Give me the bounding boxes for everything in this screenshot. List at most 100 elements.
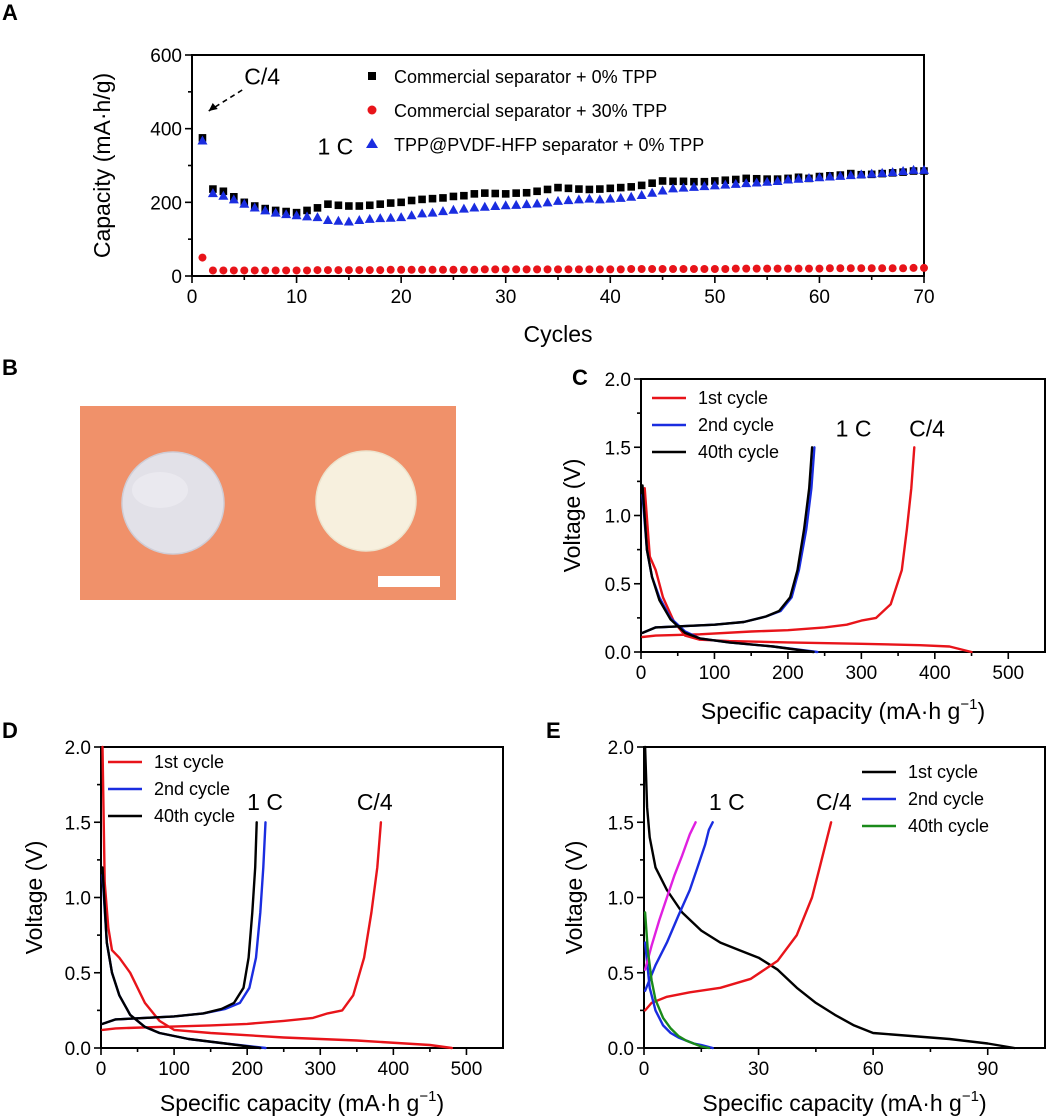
- data-point-triangle: [354, 215, 365, 225]
- data-point-triangle: [396, 212, 407, 222]
- scale-bar: [378, 576, 440, 587]
- data-point-circle: [742, 264, 751, 273]
- data-point-triangle: [908, 164, 919, 174]
- x-tick-label: 0: [187, 287, 198, 308]
- data-point-circle: [920, 263, 928, 272]
- data-point-circle: [355, 266, 364, 275]
- data-point-circle: [888, 264, 897, 273]
- data-point-circle: [292, 266, 301, 275]
- data-point-circle: [240, 266, 249, 275]
- y-tick-label: 1.5: [65, 813, 91, 834]
- y-tick-label: 200: [150, 193, 182, 214]
- data-point-triangle: [573, 194, 584, 204]
- data-point-triangle: [249, 202, 260, 212]
- data-point-triangle: [699, 181, 710, 191]
- data-point-triangle: [898, 166, 909, 176]
- series-1-c-charge: [643, 821, 697, 971]
- data-point-square: [585, 185, 594, 194]
- data-point-square: [470, 190, 479, 198]
- data-point-square: [355, 202, 364, 210]
- x-axis-title-close: ): [979, 1090, 987, 1116]
- y-tick-label: 0.0: [605, 643, 631, 664]
- data-point-triangle: [563, 195, 574, 205]
- data-point-triangle: [657, 185, 668, 195]
- y-tick-label: 2.0: [65, 738, 91, 759]
- data-point-circle: [512, 265, 521, 274]
- panel-letter-d: D: [2, 718, 18, 743]
- data-point-circle: [804, 264, 813, 273]
- x-tick-label: 200: [772, 663, 804, 684]
- legend-label: Commercial separator + 30% TPP: [394, 101, 667, 121]
- data-point-triangle: [542, 197, 553, 207]
- series-1st-cycle: [641, 446, 973, 654]
- legend-label: Commercial separator + 0% TPP: [394, 67, 657, 87]
- legend: 1st cycle 2nd cycle 40th cycle: [652, 388, 779, 462]
- series-line: [101, 821, 383, 1032]
- data-point-circle: [261, 266, 270, 275]
- data-point-triangle: [511, 199, 522, 209]
- data-point-triangle: [678, 182, 689, 192]
- data-point-square: [428, 194, 437, 203]
- data-point-circle: [250, 266, 259, 275]
- data-point-triangle: [605, 193, 616, 203]
- data-point-triangle: [218, 190, 229, 200]
- data-point-triangle: [302, 211, 313, 221]
- data-point-triangle: [458, 203, 469, 213]
- y-tick-label: 0.0: [65, 1039, 91, 1060]
- data-point-triangle: [207, 188, 218, 198]
- x-axis-title-close: ): [436, 1090, 444, 1116]
- data-point-square: [690, 177, 698, 186]
- x-tick-label: 0: [639, 1059, 650, 1080]
- series-line: [643, 821, 697, 971]
- data-point-triangle: [343, 216, 354, 226]
- x-tick-label: 200: [231, 1059, 263, 1080]
- plot-frame: [191, 54, 925, 277]
- x-tick-label: 100: [699, 663, 731, 684]
- x-axis-title-main: Specific capacity (mA·h g: [701, 698, 960, 724]
- data-point-square: [418, 195, 426, 204]
- data-point-triangle: [636, 189, 647, 199]
- annotation-label: C/4: [244, 63, 280, 89]
- data-point-circle: [867, 264, 876, 273]
- disc-highlight: [132, 472, 188, 508]
- data-point-square: [543, 185, 552, 194]
- data-point-square: [658, 177, 667, 185]
- panel-letter-c: C: [572, 365, 588, 390]
- data-point-triangle: [615, 192, 626, 202]
- data-point-triangle: [793, 173, 804, 183]
- x-tick-label: 300: [846, 663, 878, 684]
- series-2nd-cycle: [101, 821, 267, 1050]
- x-tick-label: 400: [919, 663, 951, 684]
- x-axis-title-close: ): [977, 698, 985, 724]
- data-point-circle: [397, 265, 406, 274]
- data-point-circle: [846, 264, 855, 273]
- data-point-triangle: [500, 200, 511, 210]
- data-point-circle: [491, 265, 500, 274]
- data-point-triangle: [333, 215, 344, 225]
- data-point-circle: [334, 266, 343, 275]
- legend-label: 1st cycle: [698, 388, 768, 408]
- data-point-circle: [418, 265, 427, 274]
- data-point-circle: [344, 266, 353, 275]
- data-point-circle: [303, 266, 312, 275]
- data-point-circle: [752, 264, 761, 273]
- data-point-triangle: [720, 179, 731, 189]
- data-point-square: [648, 179, 656, 187]
- series-line: [641, 446, 916, 639]
- legend-label: 1st cycle: [154, 752, 224, 772]
- data-point-circle: [721, 265, 730, 274]
- data-point-circle: [480, 265, 489, 274]
- annotation-label: 1 C: [709, 789, 745, 815]
- data-point-square: [627, 183, 635, 191]
- data-point-circle: [376, 266, 385, 275]
- x-axis-title-sup: −1: [962, 1088, 979, 1105]
- data-point-square: [637, 181, 646, 190]
- x-tick-label: 20: [391, 287, 412, 308]
- x-tick-label: 70: [913, 287, 934, 308]
- chart-panel-d: 0 100 200 300 400 500 0.0 0.5 1.0 1.5 2.0 Specific …: [21, 738, 504, 1116]
- annotation-arrowhead: [208, 102, 218, 111]
- x-tick-label: 50: [704, 287, 725, 308]
- data-point-triangle: [469, 202, 480, 212]
- data-point-square: [616, 183, 625, 192]
